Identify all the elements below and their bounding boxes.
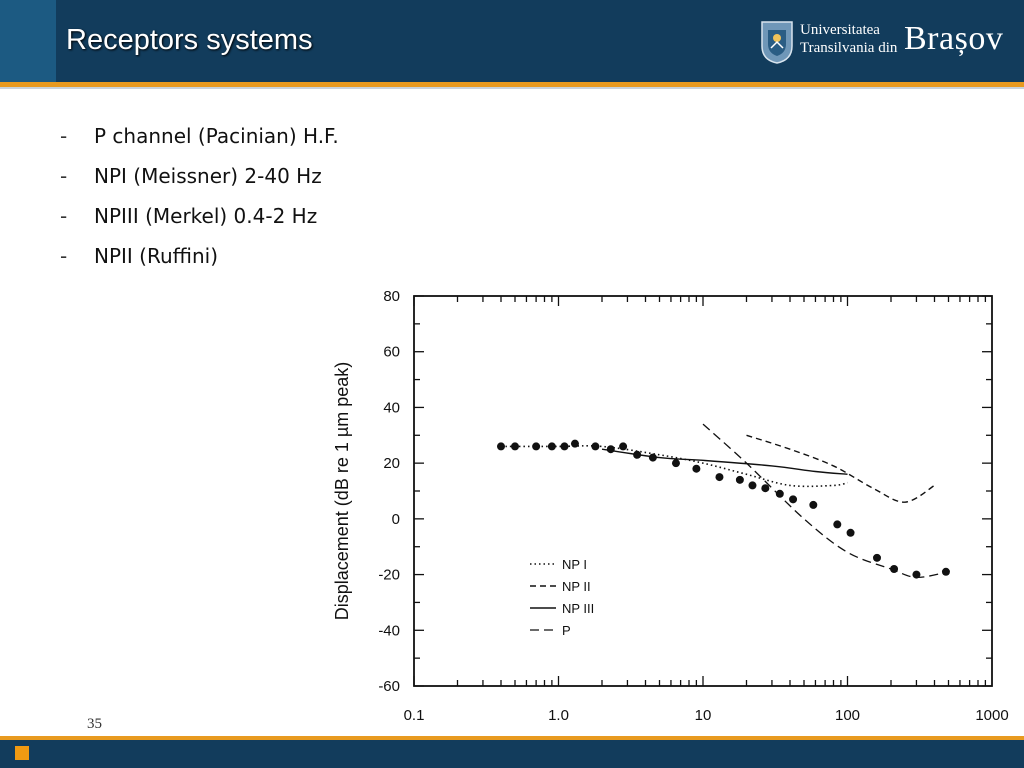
x-tick-label: 1.0 [548, 707, 569, 724]
y-tick-label: 0 [392, 511, 400, 528]
x-tick-label: 100 [835, 707, 860, 724]
bullet-item: - NPIII (Merkel) 0.4-2 Hz [60, 204, 339, 244]
slide-footer [0, 740, 1024, 768]
x-tick-label: 1000 [975, 707, 1008, 724]
bullet-item: - NPI (Meissner) 2-40 Hz [60, 164, 339, 204]
bullet-text: NPII (Ruffini) [94, 244, 219, 268]
data-point [912, 570, 921, 579]
series-line-p [702, 423, 949, 579]
data-point [511, 442, 520, 451]
logo-city: Brașov [904, 20, 1004, 57]
data-point [846, 528, 855, 537]
logo-line-1: Universitatea [800, 22, 880, 38]
legend-label: NP III [562, 601, 594, 616]
data-point [560, 442, 569, 451]
slide-title: Receptors systems [66, 24, 313, 56]
bullet-item: - P channel (Pacinian) H.F. [60, 124, 339, 164]
footer-accent-line [0, 736, 1024, 740]
legend-label: NP I [562, 557, 587, 572]
data-point [547, 442, 556, 451]
y-tick-label: 80 [383, 288, 400, 305]
data-point [591, 442, 600, 451]
bullet-dash: - [60, 244, 68, 268]
legend-label: P [562, 623, 571, 638]
data-point [941, 567, 950, 576]
data-point [748, 481, 757, 490]
data-point [715, 473, 724, 482]
data-point [570, 439, 579, 448]
bullet-text: NPIII (Merkel) 0.4-2 Hz [94, 204, 318, 228]
data-point [735, 475, 744, 484]
y-tick-label: 40 [383, 399, 400, 416]
displacement-chart: 0.1 1.0 10 100 1000 80 60 40 20 0 -20 -40 -60 Displac… [332, 288, 1009, 724]
data-point [789, 495, 798, 504]
data-point [648, 453, 657, 462]
data-point [496, 442, 505, 451]
data-point [606, 445, 615, 454]
header-accent-line [0, 82, 1024, 87]
data-point [761, 484, 770, 493]
data-point [775, 489, 784, 498]
plot-frame [413, 295, 993, 687]
data-point [633, 450, 642, 459]
university-crest-icon [761, 21, 793, 64]
y-axis-label: Displacement (dB re 1 µm peak) [332, 362, 352, 620]
header-accent-block [0, 0, 56, 82]
logo-line-2: Transilvania din [800, 40, 898, 56]
data-point [872, 553, 881, 562]
bullet-item: - NPII (Ruffini) [60, 244, 339, 284]
y-tick-label: -60 [378, 678, 400, 695]
bullet-list: - P channel (Pacinian) H.F. - NPI (Meissne… [60, 124, 339, 284]
slide-number: 35 [87, 716, 102, 732]
bullet-text: P channel (Pacinian) H.F. [94, 124, 339, 148]
bullet-dash: - [60, 124, 68, 148]
data-point [692, 464, 701, 473]
y-tick-label: 60 [383, 344, 400, 361]
series-line-np-ii [746, 434, 935, 503]
data-point [890, 565, 899, 573]
data-point [619, 442, 628, 451]
bullet-dash: - [60, 204, 68, 228]
legend-label: NP II [562, 579, 591, 594]
series-line-np-i [500, 445, 848, 488]
bullet-dash: - [60, 164, 68, 188]
header-divider [0, 87, 1024, 89]
x-tick-label: 10 [695, 707, 712, 724]
footer-square-icon [15, 746, 29, 760]
data-point [833, 520, 842, 529]
university-logo: Universitatea Transilvania din Brașov [760, 16, 1018, 68]
x-tick-label: 0.1 [404, 707, 425, 724]
data-point [809, 500, 818, 509]
slide-header: Receptors systems Universitatea Transilv… [0, 0, 1024, 82]
y-tick-label: -20 [378, 567, 400, 584]
y-tick-label: -40 [378, 622, 400, 639]
data-point [532, 442, 541, 451]
data-point [671, 459, 680, 468]
bullet-text: NPI (Meissner) 2-40 Hz [94, 164, 322, 188]
y-tick-label: 20 [383, 455, 400, 472]
